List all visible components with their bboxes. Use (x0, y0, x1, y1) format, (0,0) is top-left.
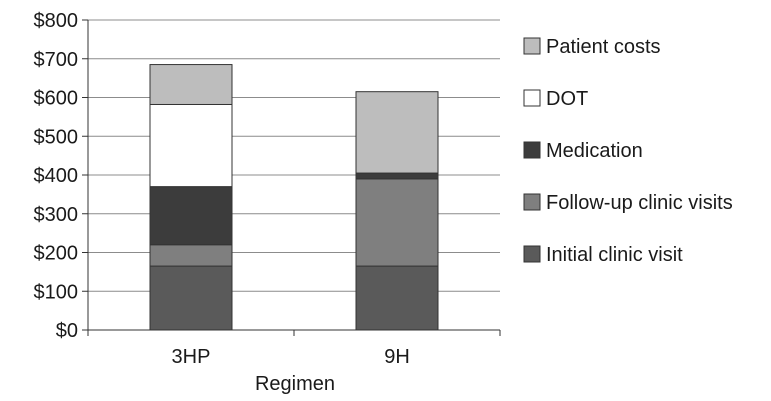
x-tick-label: 9H (384, 346, 410, 368)
x-axis-title: Regimen (255, 373, 335, 395)
bar-segment (355, 178, 439, 267)
y-tick-label: $700 (34, 49, 79, 71)
legend-swatch (523, 37, 541, 55)
legend-label: Patient costs (546, 36, 661, 58)
bar-segment (149, 244, 233, 267)
bar-segment (149, 64, 233, 105)
legend-label: DOT (546, 88, 588, 110)
y-tick-label: $100 (34, 281, 79, 303)
y-tick-label: $500 (34, 126, 79, 148)
legend-swatch (523, 89, 541, 107)
bar-segment (149, 186, 233, 246)
legend-swatch (523, 245, 541, 263)
bar-segment (149, 103, 233, 188)
legend-label: Follow-up clinic visits (546, 192, 733, 214)
bar-segment (355, 265, 439, 331)
y-tick-label: $600 (34, 88, 79, 110)
legend-label: Initial clinic visit (546, 244, 683, 266)
axes: $0 $100 $200 $300 $400 $500 $600 $700 $800 3HP 9H (34, 10, 501, 368)
legend-swatch (523, 193, 541, 211)
bars (149, 64, 439, 331)
y-tick-label: $400 (34, 165, 79, 187)
y-tick-label: $800 (34, 10, 79, 32)
y-tick-label: $300 (34, 204, 79, 226)
legend: Patient costs DOT Medication Follow-up clin… (523, 36, 733, 266)
legend-label: Medication (546, 140, 643, 162)
y-tick-label: $200 (34, 243, 79, 265)
y-tick-label: $0 (56, 320, 78, 342)
bar-segment (149, 265, 233, 331)
bar-segment (355, 172, 439, 180)
legend-swatch (523, 141, 541, 159)
bar-segment (355, 91, 439, 174)
x-tick-label: 3HP (172, 346, 211, 368)
